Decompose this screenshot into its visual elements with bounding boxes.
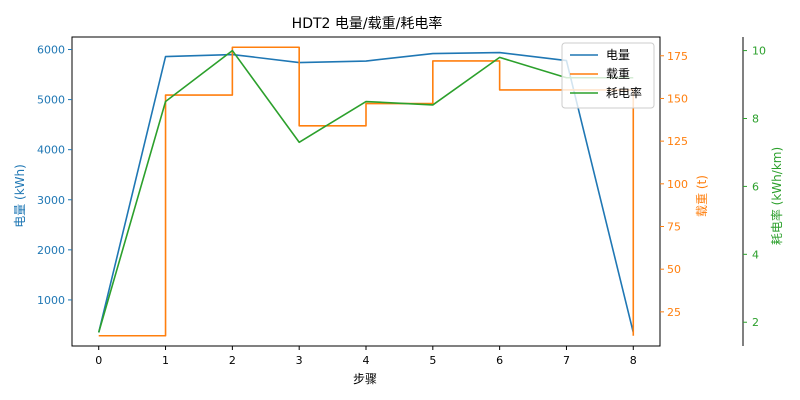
- y-right2-tick-label: 2: [752, 316, 759, 329]
- y-left-tick-label: 1000: [37, 294, 65, 307]
- y-axis-label-energy: 电量 (kWh): [13, 164, 27, 228]
- y-left-tick-label: 6000: [37, 44, 65, 57]
- y-right-tick-label: 125: [667, 135, 688, 148]
- y-right-tick-label: 50: [667, 263, 681, 276]
- x-tick-label: 5: [429, 354, 436, 367]
- x-tick-label: 4: [363, 354, 370, 367]
- y-right2-tick-label: 8: [752, 112, 759, 125]
- x-tick-label: 3: [296, 354, 303, 367]
- chart-title: HDT2 电量/载重/耗电率: [292, 15, 443, 32]
- x-tick-label: 1: [162, 354, 169, 367]
- legend-label: 耗电率: [606, 85, 642, 100]
- x-tick-label: 8: [630, 354, 637, 367]
- y-right-tick-label: 25: [667, 306, 681, 319]
- legend-label: 电量: [606, 48, 630, 62]
- legend-box: [561, 42, 655, 109]
- y-left-tick-label: 3000: [37, 194, 65, 207]
- y-right2-tick-label: 6: [752, 180, 759, 193]
- y-left-tick-label: 2000: [37, 244, 65, 257]
- plot-area: 0 1 2 3 4 5 6 7 8 1000 2000 3000 4000 5000 6000 25 50 75 1…: [37, 36, 766, 367]
- y-left-tick-label: 4000: [37, 144, 65, 157]
- series-line-电量: [97, 51, 635, 333]
- y-axis-label-rate: 耗电率 (kWh/km): [769, 147, 784, 245]
- y-right2-tick-label: 4: [752, 248, 759, 261]
- x-tick-label: 2: [229, 354, 236, 367]
- y-left-tick-label: 5000: [37, 94, 65, 107]
- y-axis-label-load: 载重 (t): [695, 175, 709, 217]
- y-right2-tick-label: 10: [752, 45, 766, 58]
- y-right-tick-label: 175: [667, 50, 688, 63]
- y-right-tick-label: 150: [667, 92, 688, 105]
- x-tick-label: 7: [563, 354, 570, 367]
- x-tick-label: 6: [496, 354, 503, 367]
- y-right-tick-label: 75: [667, 220, 681, 233]
- y-right-tick-label: 100: [667, 178, 688, 191]
- x-tick-label: 0: [95, 354, 102, 367]
- x-axis-label: 步骤: [353, 372, 377, 386]
- series-line-载重: [98, 46, 635, 337]
- series-line-耗电率: [97, 49, 634, 333]
- legend-label: 载重: [606, 67, 630, 81]
